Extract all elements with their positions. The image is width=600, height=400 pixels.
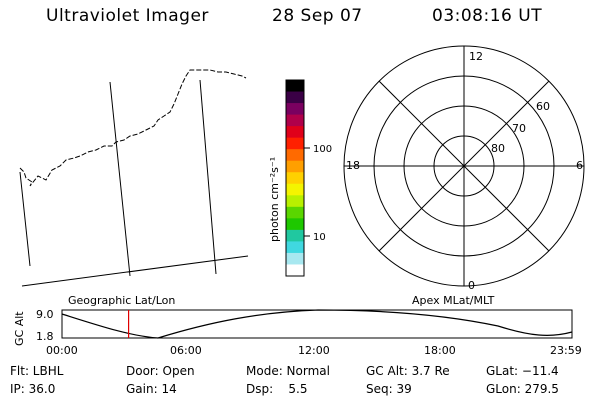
mlt-line <box>378 80 550 252</box>
orbit-xtick-label: 23:59 <box>550 344 582 357</box>
mode-readout: Mode: Normal <box>246 364 330 378</box>
mlt-label-top: 12 <box>469 50 483 63</box>
colorbar-swatch <box>286 137 304 150</box>
coastline <box>19 69 247 187</box>
mlt-label-bottom: 0 <box>468 279 475 292</box>
colorbar-frame <box>285 79 305 277</box>
orbit-xtick-label: 00:00 <box>46 344 78 357</box>
glon-readout: GLon: 279.5 <box>486 382 559 396</box>
colorbar-swatch <box>286 114 304 127</box>
gain-readout: Gain: 14 <box>126 382 177 396</box>
orbit-xtick-label: 12:00 <box>298 344 330 357</box>
meridian-line <box>199 79 217 275</box>
colorbar-swatch <box>286 160 304 173</box>
orbit-ytick-label: 9.0 <box>36 308 54 321</box>
colorbar <box>286 80 304 277</box>
colorbar-swatch <box>286 195 304 208</box>
glat-readout: GLat: −11.4 <box>486 364 559 378</box>
instrument-title: Ultraviolet Imager <box>46 6 209 26</box>
orbit-ytick-label: 1.8 <box>36 330 54 343</box>
dsp-readout: Dsp: 5.5 <box>246 382 308 396</box>
time-label: 03:08:16 UT <box>432 6 543 26</box>
ip-readout: IP: 36.0 <box>10 382 56 396</box>
parallel-line <box>21 255 249 287</box>
door-readout: Door: Open <box>126 364 195 378</box>
gc-alt-readout: GC Alt: 3.7 Re <box>366 364 450 378</box>
colorbar-swatch <box>286 91 304 104</box>
meridian-line <box>109 81 131 277</box>
mlt-label-left: 18 <box>346 159 360 172</box>
polar-plot <box>343 45 585 287</box>
colorbar-swatch <box>286 103 304 116</box>
colorbar-swatch <box>286 126 304 139</box>
lat-label: 70 <box>512 122 526 135</box>
meridian-line <box>19 171 31 267</box>
colorbar-swatch <box>286 172 304 185</box>
filter-readout: Flt: LBHL <box>10 364 64 378</box>
polar-caption: Apex MLat/MLT <box>412 294 495 307</box>
mlt-label-right: 6 <box>576 159 583 172</box>
date-label: 28 Sep 07 <box>272 6 363 26</box>
colorbar-swatch <box>286 241 304 254</box>
colorbar-tick-label: 100 <box>313 144 332 155</box>
colorbar-swatch <box>286 264 304 277</box>
colorbar-swatch <box>286 218 304 231</box>
colorbar-swatch <box>286 183 304 196</box>
colorbar-swatch <box>286 206 304 219</box>
orbit-ylabel: GC Alt <box>13 311 26 346</box>
colorbar-swatch <box>286 252 304 266</box>
colorbar-swatch <box>286 80 304 93</box>
orbit-frame <box>61 309 573 339</box>
orbit-xtick-label: 06:00 <box>170 344 202 357</box>
lat-label: 80 <box>491 142 505 155</box>
colorbar-swatch <box>286 149 304 162</box>
orbit-xtick-label: 18:00 <box>424 344 456 357</box>
seq-readout: Seq: 39 <box>366 382 412 396</box>
map-caption: Geographic Lat/Lon <box>68 294 175 307</box>
lat-label: 60 <box>536 100 550 113</box>
orbit-altitude-curve <box>61 309 573 339</box>
colorbar-tick-label: 10 <box>313 232 326 243</box>
colorbar-swatch <box>286 229 304 243</box>
geographic-map <box>19 69 249 287</box>
colorbar-units-label: photon cm⁻²s⁻¹ <box>268 157 281 242</box>
